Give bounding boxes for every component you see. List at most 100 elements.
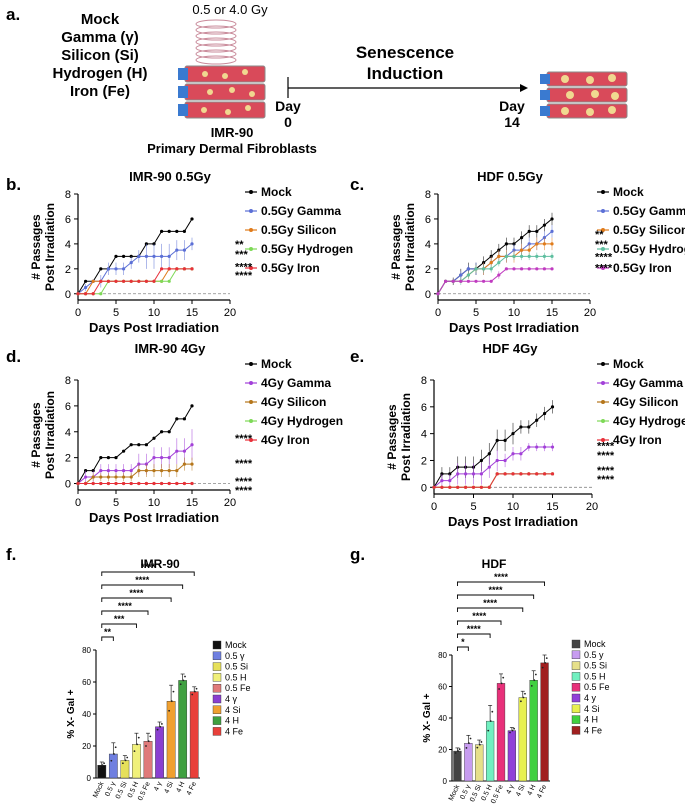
replicate-dot: [480, 741, 483, 743]
data-point: [144, 468, 148, 473]
day-start-label: Day: [275, 98, 301, 114]
data-point: [487, 452, 491, 456]
dose-label: 0.5 or 4.0 Gy: [192, 2, 268, 17]
data-point: [122, 449, 126, 453]
replicate-dot: [160, 723, 163, 725]
data-point: [152, 481, 156, 486]
data-point: [84, 292, 88, 296]
panel-label: d.: [6, 347, 21, 366]
series-line: [77, 218, 193, 295]
data-point: [84, 481, 88, 486]
bar: [485, 720, 495, 782]
legend-swatch: [212, 716, 222, 725]
data-point: [535, 254, 539, 258]
data-point: [129, 260, 133, 265]
x-tick-label: 15: [546, 307, 558, 319]
legend-label: 4 y: [584, 693, 597, 703]
significance-label: ****: [235, 476, 253, 488]
data-point: [122, 267, 126, 271]
data-point: [106, 267, 110, 271]
data-point: [167, 481, 171, 486]
panel-label: f.: [6, 545, 16, 564]
data-point: [466, 267, 470, 271]
data-point: [459, 279, 463, 283]
data-point: [448, 485, 452, 489]
data-point: [137, 279, 141, 283]
day-start-number: 0: [284, 114, 292, 130]
data-point: [527, 267, 531, 271]
data-point: [190, 267, 194, 271]
y-axis-title: % X- Gal +: [66, 689, 77, 738]
x-tick-label: 10: [148, 497, 160, 509]
radiation-beam-illustration: [195, 19, 237, 65]
replicate-dot: [133, 750, 136, 753]
x-tick-label: 0: [75, 497, 81, 509]
data-point: [550, 242, 554, 246]
replicate-dot: [172, 690, 175, 693]
data-point: [114, 468, 118, 473]
data-point: [91, 292, 95, 296]
data-point: [527, 472, 531, 476]
x-tick-label: 0.5 Si: [115, 780, 129, 800]
replicate-dot: [98, 766, 101, 769]
data-point: [440, 485, 444, 489]
bar: [518, 697, 527, 782]
x-axis-title: Days Post Irradiation: [89, 510, 219, 525]
replicate-dot: [544, 661, 547, 664]
data-point: [175, 468, 179, 473]
legend-label: 0.5 H: [584, 671, 606, 681]
data-point: [129, 475, 133, 479]
data-point: [160, 456, 164, 460]
data-point: [497, 273, 501, 277]
data-point: [167, 456, 171, 460]
y-tick-label: 6: [425, 214, 431, 226]
data-point: [497, 254, 501, 258]
data-point: [160, 267, 164, 271]
data-point: [99, 475, 103, 479]
legend-marker: [601, 228, 605, 232]
bar: [143, 741, 153, 779]
x-tick-label: 5: [473, 307, 479, 319]
data-point: [99, 267, 103, 271]
data-point: [520, 267, 524, 271]
data-point: [175, 267, 179, 271]
data-point: [543, 411, 547, 416]
x-tick-label: 5: [113, 497, 119, 509]
data-point: [542, 223, 547, 227]
data-point: [99, 481, 103, 486]
data-point: [175, 229, 179, 234]
bar: [475, 744, 484, 782]
significance-bracket: [101, 610, 149, 615]
schematic-panel: a. Mock Gamma (γ) Silicon (Si) Hydrogen …: [6, 2, 628, 156]
data-point: [479, 485, 483, 489]
data-point: [122, 468, 126, 473]
data-point: [84, 285, 88, 290]
data-point: [167, 279, 171, 283]
replicate-dot: [113, 753, 115, 755]
x-tick-label: 4 Fe: [536, 784, 548, 800]
y-tick-label: 60: [82, 678, 91, 687]
y-tick-label: 6: [421, 402, 427, 414]
significance-label: ****: [118, 601, 133, 611]
legend-swatch: [571, 683, 581, 692]
significance-label: **: [595, 229, 604, 241]
panel-label: e.: [350, 347, 364, 366]
data-point: [144, 254, 148, 258]
legend-label: 0.5 Si: [225, 662, 248, 672]
data-point: [511, 472, 515, 476]
line-chart-imr90-0.5gy: b. IMR-90 0.5Gy 0 2 4 6 8 0 5 10 15 20 Days Post Irr…: [6, 169, 353, 335]
y-axis-title: % X- Gal +: [422, 693, 433, 742]
legend-label: 4 Si: [584, 704, 600, 714]
data-point: [451, 279, 455, 283]
data-point: [167, 267, 171, 271]
data-point: [182, 462, 186, 466]
chart-title: IMR-90 0.5Gy: [129, 169, 211, 184]
legend-marker: [601, 190, 605, 194]
replicate-dot: [147, 740, 150, 743]
x-tick-label: 0: [431, 501, 437, 513]
y-tick-label: 60: [438, 683, 447, 692]
replicate-dot: [469, 737, 472, 740]
y-axis-title: # Passages: [385, 404, 399, 470]
data-point: [84, 475, 88, 479]
